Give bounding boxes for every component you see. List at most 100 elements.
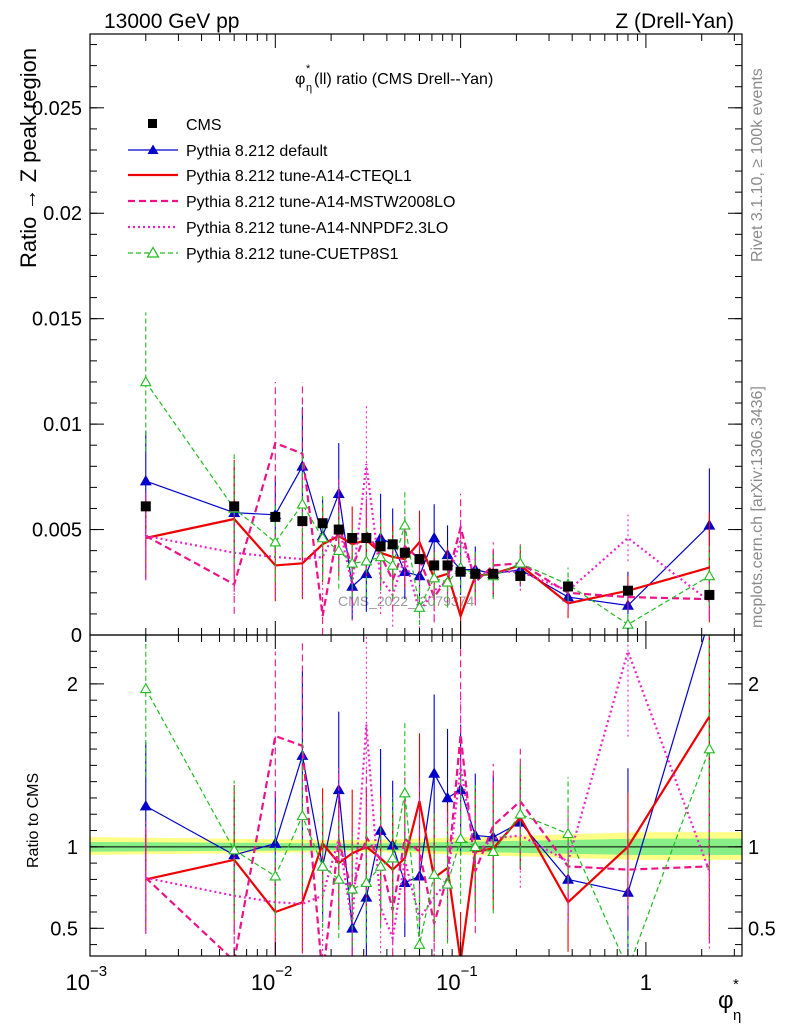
cms-data-point [347, 532, 358, 543]
cms-data-point [414, 554, 425, 565]
ratio-line-def [145, 635, 706, 931]
main-y-tick-label: 0 [71, 625, 82, 647]
ratio-point-cuetp [316, 860, 329, 871]
main-y-axis-label: Ratio → Z peak region [16, 48, 41, 268]
collision-label: 13000 GeV pp [104, 10, 239, 33]
x-tick-label-exponent: −3 [90, 963, 107, 980]
data-point-cuetp [703, 569, 716, 581]
data-point-cuetp [296, 498, 309, 509]
ratio-plot-frame [89, 634, 743, 957]
ratio-point-cuetp [296, 809, 309, 821]
ratio-y-tick-label-right: 2 [748, 674, 759, 696]
data-point-cuetp [428, 571, 441, 583]
legend-label-default: Pythia 8.212 default [186, 143, 328, 160]
legend-entry-mstw: Pythia 8.212 tune-A14-MSTW2008LO [128, 194, 455, 211]
legend-entry-cms: CMS [148, 117, 222, 134]
x-axis-label: φ [718, 987, 734, 1014]
ratio-plot-series [139, 635, 716, 956]
legend-label-cuetp: Pythia 8.212 tune-CUETP8S1 [186, 246, 399, 263]
cms-data-point [622, 585, 633, 596]
legend-marker-cuetp [146, 246, 160, 258]
data-point-cuetp [374, 550, 387, 562]
data-point-cuetp [139, 375, 152, 387]
main-y-tick-label: 0.015 [32, 309, 82, 331]
ratio-point-cuetp [228, 843, 241, 855]
cms-data-point [429, 560, 440, 571]
ratio-y-axis-label: Ratio to CMS [25, 773, 42, 868]
x-axis-label-sup: * [733, 976, 739, 993]
cms-data-point [317, 518, 328, 529]
main-y-tick-label: 0.02 [43, 203, 82, 225]
main-y-tick-label: 0.01 [43, 414, 82, 436]
ratio-line-cuetp [145, 688, 710, 956]
ratio-point-cuetp [374, 860, 387, 871]
ratio-point-cuetp [398, 786, 411, 798]
data-point-cuetp [398, 519, 411, 530]
ratio-point-cuetp [413, 938, 426, 949]
cms-data-point [442, 560, 453, 571]
legend-label-mstw: Pythia 8.212 tune-A14-MSTW2008LO [186, 194, 455, 211]
axes-and-ticks: 10 −3 10 −2 10 −1 100.0050.010.0150.020.0250.5… [32, 33, 776, 995]
analysis-watermark: CMS_2022_I2079374 [338, 593, 474, 609]
ratio-y-tick-label: 0.5 [50, 918, 78, 940]
plot-title-sup: * [306, 63, 311, 75]
cms-data-point [470, 568, 481, 579]
data-point-cuetp [622, 618, 634, 629]
main-y-tick-label: 0.005 [32, 520, 82, 542]
ratio-point-cuetp [332, 873, 345, 884]
legend-entry-cteq: Pythia 8.212 tune-A14-CTEQL1 [128, 168, 412, 185]
ratio-point-cuetp [562, 827, 574, 839]
legend-label-cteq: Pythia 8.212 tune-A14-CTEQL1 [186, 168, 412, 185]
plot-title-phi: φ [295, 71, 305, 88]
cms-data-point [455, 566, 466, 577]
data-point-cuetp [332, 544, 345, 555]
ratio-point-def [441, 791, 454, 803]
ratio-line-mstw [145, 734, 710, 956]
cms-data-point [229, 501, 240, 512]
data-point-def [428, 531, 441, 543]
cms-data-point [704, 589, 715, 600]
ratio-point-cuetp [428, 868, 441, 879]
ratio-point-cuetp [514, 808, 527, 819]
process-label: Z (Drell-Yan) [615, 10, 734, 33]
cms-data-point [361, 532, 372, 543]
ratio-point-cuetp [269, 870, 282, 881]
ratio-y-tick-label-right: 0.5 [748, 918, 776, 940]
mcplots-label: mcplots.cern.ch [arXiv:1306.3436] [749, 386, 766, 628]
plot-title-rest: (ll) ratio (CMS Drell--Yan) [314, 71, 493, 88]
cms-data-point [270, 511, 281, 522]
cms-data-point [563, 581, 574, 592]
cms-data-point [515, 570, 526, 581]
series-line-mstw [145, 441, 710, 617]
x-tick-label: 10 [251, 970, 275, 995]
cms-data-point [140, 501, 151, 512]
legend-entry-default: Pythia 8.212 default [128, 143, 328, 160]
legend-entry-cuetp: Pythia 8.212 tune-CUETP8S1 [128, 246, 399, 263]
ratio-point-def [139, 799, 152, 811]
data-point-cuetp [386, 559, 399, 570]
main-y-tick-label: 0.025 [32, 98, 82, 120]
ratio-point-cuetp [487, 845, 500, 857]
cms-data-point [375, 541, 386, 552]
cms-data-point [387, 539, 398, 550]
ratio-point-cuetp [360, 876, 373, 887]
ratio-y-tick-label: 2 [67, 674, 78, 696]
data-point-cuetp [316, 531, 329, 543]
main-plot-series [139, 312, 716, 635]
data-point-cuetp [360, 555, 373, 566]
data-point-cuetp [269, 536, 282, 547]
x-axis-label-sub: η [733, 1007, 741, 1024]
ratio-point-cuetp [346, 883, 359, 894]
cms-data-point [399, 547, 410, 558]
data-point-cuetp [346, 557, 359, 568]
x-tick-label: 1 [640, 970, 652, 995]
data-point-cuetp [514, 557, 527, 568]
legend-entry-nnpdf: Pythia 8.212 tune-A14-NNPDF2.3LO [128, 220, 448, 237]
ratio-uncertainty-bands [90, 832, 742, 860]
ratio-point-cuetp [469, 840, 482, 852]
ratio-point-cuetp [441, 878, 454, 889]
x-tick-label-exponent: −2 [275, 963, 292, 980]
ratio-y-tick-label-right: 1 [748, 837, 759, 859]
ratio-point-cuetp [454, 832, 467, 843]
